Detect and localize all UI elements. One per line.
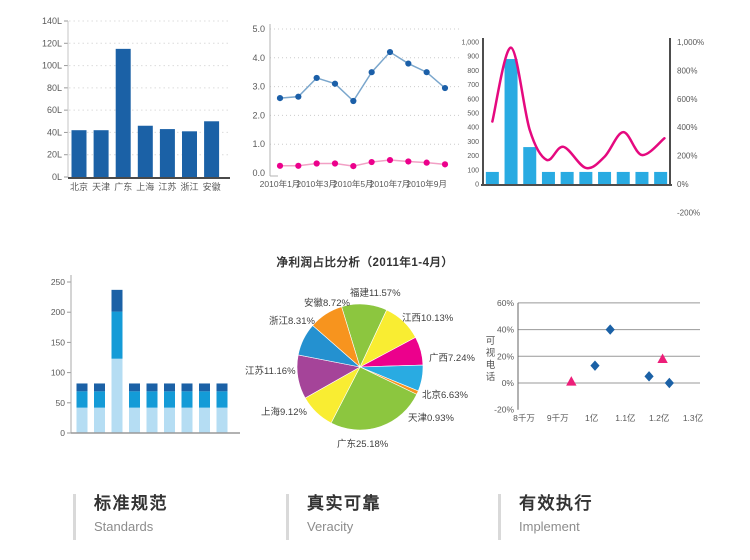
svg-text:400%: 400%: [677, 123, 697, 132]
svg-text:0.0: 0.0: [252, 168, 265, 178]
svg-text:0: 0: [60, 428, 65, 438]
svg-text:1.0: 1.0: [252, 139, 265, 149]
svg-text:2010年1月: 2010年1月: [260, 179, 301, 189]
svg-text:40L: 40L: [47, 127, 62, 137]
feature-title-en: Implement: [519, 519, 580, 534]
feature-title-zh: 真实可靠: [307, 494, 381, 513]
svg-text:上海: 上海: [136, 181, 154, 192]
svg-text:9千万: 9千万: [547, 413, 569, 423]
svg-text:-20%: -20%: [494, 405, 514, 415]
feature-title-zh: 标准规范: [94, 494, 168, 513]
svg-text:2010年3月: 2010年3月: [296, 179, 337, 189]
svg-text:900: 900: [467, 54, 479, 61]
svg-text:江苏: 江苏: [158, 181, 176, 192]
svg-text:800%: 800%: [677, 66, 697, 75]
feature-implement: 有效执行 Implement: [498, 494, 593, 540]
svg-text:500: 500: [467, 111, 479, 118]
svg-text:4.0: 4.0: [252, 53, 265, 63]
feature-standards: 标准规范 Standards: [73, 494, 168, 540]
feature-title-en: Veracity: [307, 519, 354, 534]
svg-text:浙江: 浙江: [180, 181, 198, 192]
monthly-line-chart: 0.01.02.03.04.05.02010年1月2010年3月2010年5月2…: [252, 24, 460, 189]
feature-title-zh: 有效执行: [519, 494, 593, 513]
svg-text:1.3亿: 1.3亿: [683, 413, 703, 423]
svg-text:安徽8.72%: 安徽8.72%: [304, 297, 350, 309]
svg-text:上海9.12%: 上海9.12%: [261, 406, 307, 418]
svg-text:2010年5月: 2010年5月: [333, 179, 374, 189]
svg-text:2010年7月: 2010年7月: [370, 179, 411, 189]
svg-text:200: 200: [51, 307, 65, 317]
svg-text:浙江8.31%: 浙江8.31%: [269, 315, 315, 327]
svg-text:广东: 广东: [114, 181, 132, 192]
svg-text:福建11.57%: 福建11.57%: [350, 287, 401, 299]
svg-text:1,000: 1,000: [461, 40, 479, 47]
scatter-y-axis-label: 可视电话: [485, 336, 496, 383]
regional-bar-chart: 0L 20L 40L 60L 80L 100L 120L 140L 北京 天津 广东 上海 江苏 浙江 安徽: [42, 16, 230, 192]
svg-text:100: 100: [51, 368, 65, 378]
svg-text:0%: 0%: [677, 180, 689, 189]
svg-text:天津0.93%: 天津0.93%: [408, 413, 454, 424]
svg-text:80L: 80L: [47, 83, 62, 93]
svg-text:120L: 120L: [42, 38, 62, 48]
svg-text:1亿: 1亿: [585, 413, 598, 423]
svg-text:1,000%: 1,000%: [677, 38, 704, 47]
svg-text:200%: 200%: [677, 152, 697, 161]
svg-text:600%: 600%: [677, 95, 697, 104]
svg-text:北京6.63%: 北京6.63%: [422, 389, 468, 401]
svg-text:600: 600: [467, 96, 479, 103]
svg-text:-200%: -200%: [677, 208, 700, 217]
svg-text:3.0: 3.0: [252, 82, 265, 92]
svg-text:1.2亿: 1.2亿: [649, 413, 669, 423]
svg-text:20L: 20L: [47, 150, 62, 160]
pie-chart-title: 净利润占比分析（2011年1-4月）: [276, 257, 454, 269]
svg-text:2010年9月: 2010年9月: [406, 179, 447, 189]
svg-text:140L: 140L: [42, 16, 62, 26]
svg-text:0L: 0L: [52, 172, 62, 182]
svg-text:60L: 60L: [47, 105, 62, 115]
svg-text:50: 50: [56, 398, 66, 408]
svg-text:江苏11.16%: 江苏11.16%: [245, 365, 296, 377]
svg-text:2.0: 2.0: [252, 110, 265, 120]
svg-text:100: 100: [467, 167, 479, 174]
scatter-chart: -20% 0% 20% 40% 60% 8千万 9千万 1亿 1.1亿 1.2亿 1.3亿: [494, 298, 703, 423]
svg-text:40%: 40%: [497, 325, 514, 335]
combo-bar-line-chart: 0 100 200 300 400 500 600 700 800 900 1,000 -200% 0%…: [461, 38, 704, 217]
svg-text:北京: 北京: [70, 181, 88, 192]
stacked-bar-chart: 0 50 100 150 200 250: [51, 275, 240, 438]
svg-text:200: 200: [467, 153, 479, 160]
svg-text:安徽: 安徽: [203, 181, 221, 192]
svg-text:400: 400: [467, 125, 479, 132]
svg-text:0%: 0%: [502, 378, 515, 388]
feature-veracity: 真实可靠 Veracity: [286, 494, 381, 540]
svg-text:天津: 天津: [92, 182, 110, 192]
svg-text:1.1亿: 1.1亿: [615, 413, 635, 423]
svg-text:20%: 20%: [497, 351, 514, 361]
feature-title-en: Standards: [94, 519, 154, 534]
svg-text:广西7.24%: 广西7.24%: [429, 352, 475, 364]
svg-text:800: 800: [467, 68, 479, 75]
svg-text:60%: 60%: [497, 298, 514, 308]
svg-text:广东25.18%: 广东25.18%: [337, 438, 389, 450]
svg-text:100L: 100L: [42, 61, 62, 71]
svg-text:250: 250: [51, 277, 65, 287]
svg-text:8千万: 8千万: [513, 413, 535, 423]
svg-text:150: 150: [51, 337, 65, 347]
svg-text:300: 300: [467, 139, 479, 146]
svg-text:700: 700: [467, 82, 479, 89]
svg-text:5.0: 5.0: [252, 24, 265, 34]
svg-text:0: 0: [475, 182, 479, 189]
net-profit-pie-chart: 福建11.57% 江西10.13% 广西7.24% 北京6.63% 天津0.93% 广东2…: [245, 287, 475, 450]
svg-text:江西10.13%: 江西10.13%: [402, 313, 454, 324]
